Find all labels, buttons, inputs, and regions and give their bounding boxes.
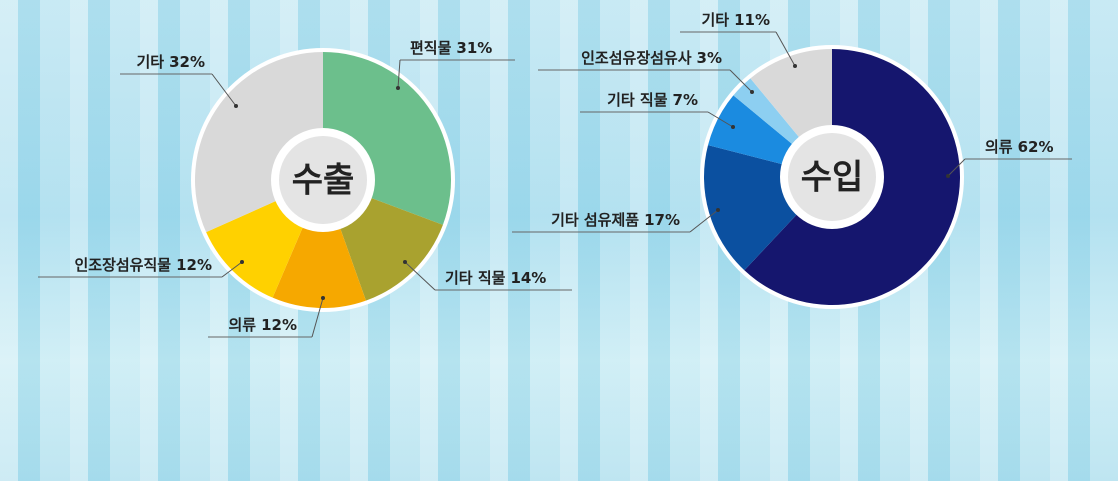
slice-value: 62% [1018, 138, 1054, 156]
leader-line [775, 31, 796, 67]
leader-dot [396, 86, 400, 90]
leader-dot [750, 90, 754, 94]
leader-dot [716, 208, 720, 212]
slice-label: 편직물 31% [410, 39, 492, 57]
leader-dot [234, 104, 238, 108]
slice-value: 3% [697, 49, 722, 67]
leader-dot [946, 174, 950, 178]
slice-label: 인조장섬유직물 12% [74, 256, 212, 274]
slice-category: 인조장섬유직물 [74, 256, 171, 274]
leader-line [221, 261, 243, 278]
slice-label: 기타 직물 7% [607, 91, 698, 109]
leader-dot [321, 296, 325, 300]
leader-line [404, 261, 436, 291]
slice-value: 31% [456, 39, 492, 57]
leader-dot [793, 64, 797, 68]
slice-category: 기타 [136, 53, 164, 71]
slice-value: 17% [644, 211, 680, 229]
leader-line [689, 209, 719, 233]
leader-line [311, 297, 324, 338]
leader-dot [403, 260, 407, 264]
slice-category: 기타 섬유제품 [551, 211, 639, 229]
slice-value: 32% [169, 53, 205, 71]
leader-line [211, 73, 237, 107]
donut-hole [788, 133, 876, 221]
slice-label: 기타 섬유제품 17% [551, 211, 680, 229]
slice-label: 의류 12% [228, 316, 297, 334]
slice-category: 의류 [985, 138, 1013, 156]
slice-label: 기타 32% [136, 53, 205, 71]
slice-category: 편직물 [410, 39, 452, 57]
leader-line [947, 158, 966, 177]
leader-line [707, 111, 734, 128]
leader-line [729, 69, 753, 93]
slice-value: 14% [510, 269, 546, 287]
slice-label: 인조섬유장섬유사 3% [581, 49, 722, 67]
slice-value: 11% [734, 11, 770, 29]
center-title: 수입 [801, 158, 864, 198]
slice-category: 인조섬유장섬유사 [581, 49, 692, 67]
slice-category: 기타 직물 [445, 269, 506, 287]
slice-label: 기타 직물 14% [445, 269, 546, 287]
slice-category: 기타 [701, 11, 729, 29]
slice-value: 12% [176, 256, 212, 274]
donut-hole [279, 136, 367, 224]
leader-dot [240, 260, 244, 264]
leader-line [397, 59, 401, 89]
slice-category: 기타 직물 [607, 91, 668, 109]
slice-value: 12% [261, 316, 297, 334]
pie-slice [272, 180, 366, 308]
slice-value: 7% [673, 91, 698, 109]
leader-dot [731, 125, 735, 129]
slice-category: 의류 [228, 316, 256, 334]
center-title: 수출 [292, 161, 355, 201]
slice-label: 기타 11% [701, 11, 770, 29]
slice-label: 의류 62% [985, 138, 1054, 156]
